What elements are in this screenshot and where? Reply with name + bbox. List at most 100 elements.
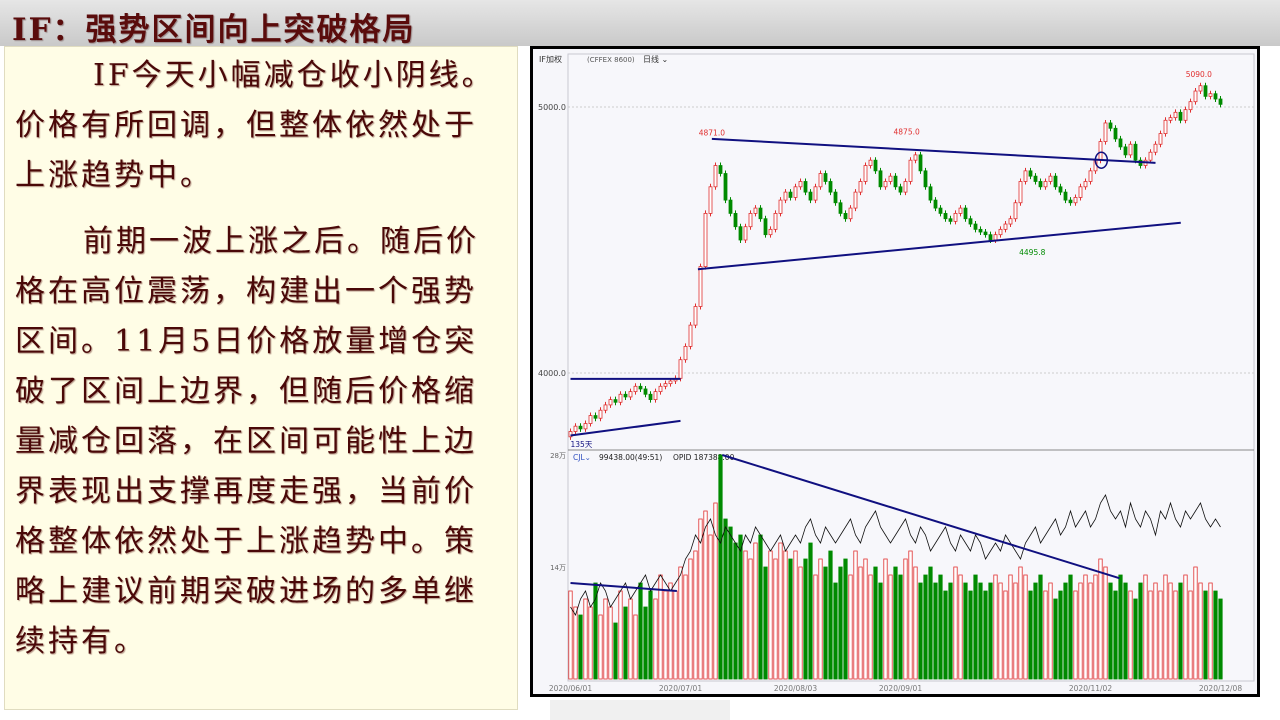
volume-bar — [1043, 590, 1048, 680]
candle-down — [1028, 170, 1033, 177]
text-line: 破了区间上边界，但随后价格缩 — [15, 374, 477, 409]
volume-bar — [953, 566, 958, 680]
volume-bar — [1058, 590, 1063, 680]
volume-bar — [733, 542, 738, 680]
text-line: 量减仓回落，在区间可能性上边 — [15, 424, 477, 459]
candle-down — [873, 159, 878, 172]
volume-bar — [838, 566, 843, 680]
text-line: IF今天小幅减仓收小阴线。 — [93, 58, 495, 93]
volume-bar — [1213, 590, 1218, 680]
candle-up — [1083, 181, 1088, 188]
candle-up — [1188, 101, 1193, 111]
volume-bar — [913, 566, 918, 680]
price-annotation: 5090.0 — [1186, 70, 1212, 79]
volume-bar — [908, 550, 913, 680]
candle-up — [628, 391, 633, 398]
volume-bar — [1093, 574, 1098, 680]
volume-bar — [933, 582, 938, 680]
volume-bar — [1118, 574, 1123, 680]
candle-down — [723, 173, 728, 201]
candle-down — [738, 226, 743, 241]
period-selector[interactable]: 日线 ⌄ — [643, 54, 668, 64]
volume-bar — [918, 582, 923, 680]
volume-bar — [1148, 590, 1153, 680]
candle-down — [1068, 199, 1073, 204]
candle-up — [1023, 170, 1028, 182]
candle-up — [1073, 197, 1078, 204]
candle-down — [1113, 127, 1118, 140]
volume-bar — [1188, 590, 1193, 680]
candle-up — [713, 165, 718, 188]
open-interest-line — [570, 494, 1221, 616]
candlestick-chart: IF加权 (CFFEX 8600) 日线 ⌄ 5000.0 4000.0 28万 14万 CJ… — [530, 46, 1260, 697]
volume-bar — [928, 566, 933, 680]
volume-tick-label: 28万 — [550, 452, 566, 460]
date-tick-label: 2020/06/01 — [549, 684, 592, 693]
candle-up — [568, 431, 573, 438]
volume-trendline — [722, 454, 1120, 580]
volume-bar — [1163, 574, 1168, 680]
candle-up — [598, 409, 603, 419]
volume-bar — [763, 566, 768, 680]
price-trendline — [697, 221, 1181, 271]
candle-down — [1178, 111, 1183, 121]
candle-down — [1133, 143, 1138, 161]
candle-down — [923, 170, 928, 188]
volume-bar — [1013, 582, 1018, 680]
candle-up — [1018, 181, 1023, 204]
candle-down — [648, 393, 653, 400]
volume-bar — [753, 542, 758, 680]
volume-bar — [1103, 566, 1108, 680]
candle-up — [618, 393, 623, 403]
candle-down — [968, 218, 973, 225]
candle-up — [798, 181, 803, 188]
text-line: 价格有所回调，但整体依然处于 — [15, 108, 477, 143]
volume-bar — [1123, 582, 1128, 680]
price-annotation: 4871.0 — [699, 128, 725, 137]
volume-bar — [633, 614, 638, 680]
chart-symbol: IF加权 — [539, 54, 562, 64]
volume-indicator-selector[interactable]: CJL⌄ — [573, 453, 591, 462]
candle-up — [703, 212, 708, 267]
candle-up — [888, 175, 893, 182]
price-annotation: 4495.8 — [1019, 248, 1045, 257]
volume-bar — [853, 550, 858, 680]
volume-bar — [1203, 590, 1208, 680]
volume-bar — [998, 582, 1003, 680]
volume-bar — [1183, 574, 1188, 680]
text-line: 略上建议前期突破进场的多单继 — [15, 574, 477, 609]
volume-bar — [643, 606, 648, 680]
candle-up — [1163, 119, 1168, 135]
price-annotation: 4875.0 — [894, 127, 920, 136]
text-line: 格在高位震荡，构建出一个强势 — [15, 274, 477, 309]
candle-down — [643, 388, 648, 395]
candle-up — [678, 359, 683, 379]
volume-bar — [828, 550, 833, 680]
volume-bar — [1083, 574, 1088, 680]
candle-up — [688, 324, 693, 347]
volume-bar — [1068, 574, 1073, 680]
candle-up — [1208, 93, 1213, 97]
candle-down — [758, 207, 763, 220]
volume-bar — [1048, 582, 1053, 680]
candle-down — [838, 202, 843, 214]
price-annotation: 135天 — [571, 440, 593, 449]
candle-down — [733, 212, 738, 228]
volume-bar — [623, 606, 628, 680]
candle-down — [578, 425, 583, 430]
volume-bar — [738, 534, 743, 680]
volume-bar — [1138, 582, 1143, 680]
candle-up — [1148, 151, 1153, 161]
date-tick-label: 2020/09/01 — [879, 684, 922, 693]
volume-bar — [1193, 566, 1198, 680]
text-line: 上涨趋势中。 — [15, 158, 213, 193]
candle-down — [1218, 98, 1223, 105]
volume-bar — [868, 574, 873, 680]
candle-down — [823, 173, 828, 182]
volume-bar — [583, 598, 588, 680]
candle-up — [783, 191, 788, 201]
candle-up — [1008, 218, 1013, 225]
candle-up — [583, 423, 588, 430]
candle-up — [573, 425, 578, 432]
volume-bar — [1028, 590, 1033, 680]
